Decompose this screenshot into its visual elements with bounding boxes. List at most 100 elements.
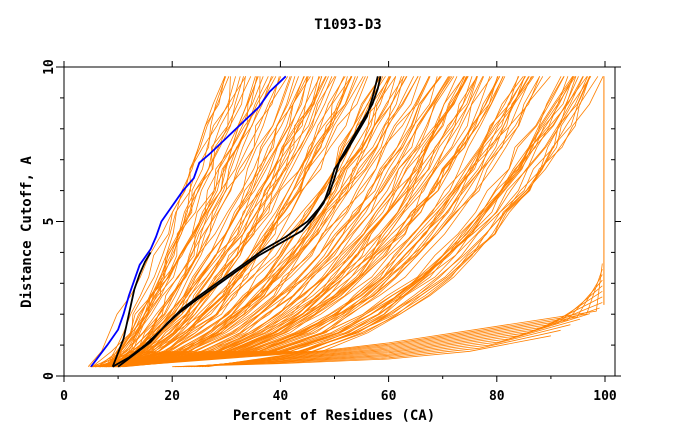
model-curve (105, 76, 588, 368)
model-curve (100, 76, 477, 368)
model-curve (104, 76, 280, 368)
model-curve (91, 76, 577, 368)
model-curve (111, 76, 478, 368)
model-curve (107, 76, 541, 368)
model-curve (122, 76, 562, 368)
model-curve (100, 76, 366, 368)
model-curve (104, 76, 540, 368)
model-curve (99, 76, 532, 368)
x-tick-label: 100 (593, 389, 617, 404)
model-curve (100, 76, 442, 368)
model-curve (117, 76, 530, 368)
model-curve (102, 76, 520, 368)
y-tick-label: 5 (42, 218, 57, 226)
axis-ticks: 0 20 40 60 80 100 0 5 10 (42, 59, 621, 404)
model-curve (111, 76, 333, 368)
series-line-2 (117, 76, 382, 368)
model-curve (106, 76, 277, 367)
model-curve (106, 76, 421, 368)
model-curve (100, 76, 305, 368)
model-curve (95, 76, 337, 368)
chart-title: T1093-D3 (314, 17, 381, 33)
model-curve (111, 76, 264, 367)
y-axis-label: Distance Cutoff, A (19, 156, 35, 308)
model-curve (122, 76, 397, 368)
model-curve (106, 76, 292, 368)
model-curve (105, 76, 241, 367)
model-curve (119, 76, 465, 368)
y-tick-label: 0 (42, 372, 57, 380)
model-curve (101, 76, 575, 368)
model-curve (96, 76, 369, 368)
model-curve (121, 76, 309, 368)
model-curve (117, 76, 592, 368)
model-curve (105, 76, 469, 368)
model-curve (108, 76, 501, 368)
model-curve (117, 76, 524, 368)
model-curve (87, 76, 236, 367)
y-tick-label: 10 (42, 59, 57, 75)
plot-area (87, 75, 605, 368)
model-curve (92, 76, 584, 368)
model-curve (96, 76, 274, 368)
model-curve (105, 76, 468, 368)
model-curve (105, 76, 289, 368)
model-curve (102, 76, 308, 368)
model-curve (118, 76, 231, 367)
model-curve (117, 76, 469, 368)
model-curve (119, 76, 569, 368)
x-tick-label: 60 (381, 389, 397, 404)
model-curve (92, 76, 269, 368)
model-curve (113, 76, 529, 368)
x-tick-label: 20 (164, 389, 180, 404)
x-tick-label: 40 (273, 389, 289, 404)
model-curve (113, 76, 493, 368)
model-curve (99, 76, 491, 368)
x-axis-label: Percent of Residues (CA) (233, 408, 435, 424)
model-curve (106, 76, 311, 368)
model-curve (98, 76, 408, 368)
model-curve (94, 76, 574, 368)
model-curve (115, 76, 453, 368)
model-curve (207, 263, 603, 368)
model-curve (113, 76, 498, 368)
model-curve (97, 76, 407, 368)
model-curve (107, 76, 296, 367)
model-curve (114, 76, 359, 368)
model-curve (109, 76, 449, 368)
model-curve (124, 76, 579, 368)
model-curve (112, 76, 404, 368)
model-curve (94, 76, 534, 368)
model-curve (99, 76, 364, 368)
model-curve (125, 76, 353, 368)
series-line-3 (111, 251, 152, 368)
model-curve (113, 76, 588, 368)
model-curve (120, 76, 352, 368)
x-tick-label: 80 (489, 389, 505, 404)
model-curve (120, 76, 441, 368)
model-curve (104, 76, 576, 368)
series-line-0 (90, 75, 287, 368)
x-tick-label: 0 (60, 389, 68, 404)
model-curve (105, 76, 336, 368)
model-curve (104, 76, 430, 368)
model-curve (111, 76, 308, 368)
model-curves (87, 76, 605, 368)
model-curve (119, 76, 441, 368)
model-curve (99, 76, 419, 368)
model-curve (108, 76, 252, 367)
model-curve (108, 76, 455, 368)
model-curve (119, 76, 419, 368)
model-curve (114, 76, 326, 368)
model-curve (113, 76, 259, 367)
model-curve (89, 76, 451, 368)
model-curve (94, 76, 584, 368)
model-curve (118, 76, 329, 368)
model-curve (90, 76, 526, 368)
model-curve (118, 76, 314, 368)
model-curve (92, 76, 590, 368)
model-curve (100, 76, 464, 368)
highlighted-series (90, 75, 382, 368)
model-curve (97, 76, 430, 368)
